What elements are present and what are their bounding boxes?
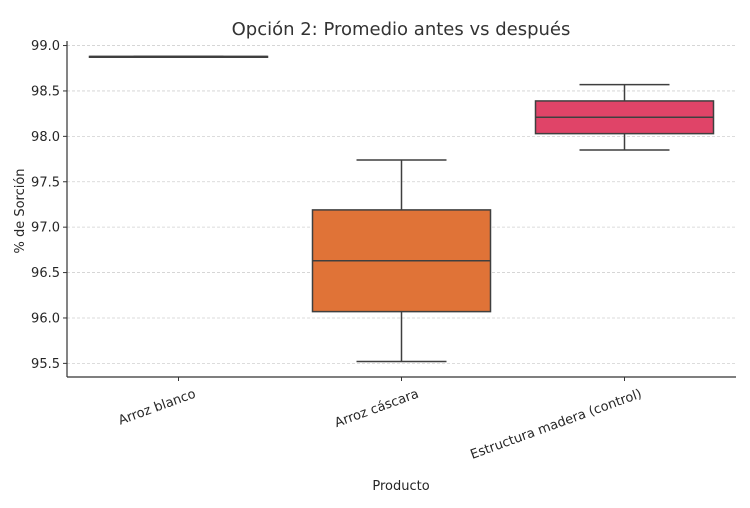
y-axis-title: % de Sorción <box>13 168 28 253</box>
x-axis-title: Producto <box>372 479 429 494</box>
box-group <box>311 159 492 363</box>
y-tick-label: 96.5 <box>31 266 60 281</box>
y-tick-label: 98.5 <box>31 84 60 99</box>
box-series <box>88 55 715 363</box>
chart-title: Opción 2: Promedio antes vs después <box>232 19 571 40</box>
y-tick-label: 98.0 <box>31 130 60 145</box>
x-tick-label: Arroz cáscara <box>333 387 421 431</box>
box-group <box>534 83 715 151</box>
y-tick-label: 97.0 <box>31 221 60 236</box>
y-tick-label: 96.0 <box>31 311 60 326</box>
y-tick-label: 97.5 <box>31 175 60 190</box>
box-group <box>88 55 269 58</box>
x-tick-label: Arroz blanco <box>116 387 197 429</box>
x-tick-label: Estructura madera (control) <box>469 387 644 463</box>
y-tick-label: 99.0 <box>31 39 60 54</box>
y-tick-label: 95.5 <box>31 357 60 372</box>
